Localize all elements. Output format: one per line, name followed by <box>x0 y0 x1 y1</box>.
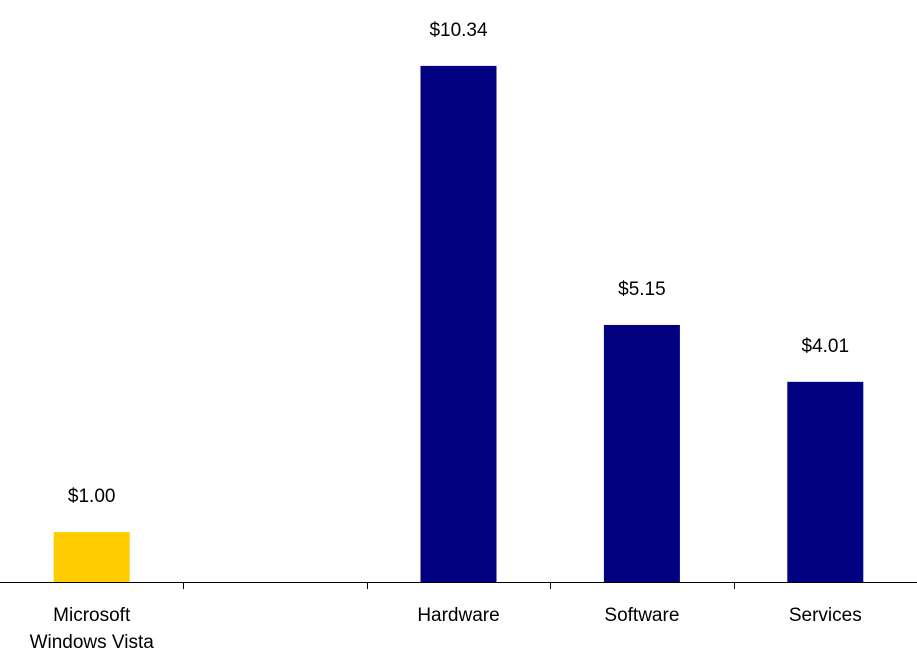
bars-group <box>53 65 864 583</box>
value-label-software: $5.15 <box>618 279 666 300</box>
category-labels-group: Microsoft Windows Vista Hardware Software Se… <box>30 605 862 653</box>
category-label-line: Services <box>789 605 862 626</box>
category-label-line: Software <box>604 605 679 626</box>
category-label-line: Microsoft <box>53 605 131 626</box>
bar-microsoft-windows-vista <box>53 532 130 582</box>
category-label-software: Software <box>604 605 679 626</box>
value-label-microsoft-windows-vista: $1.00 <box>68 486 116 507</box>
category-label-microsoft-windows-vista: Microsoft Windows Vista <box>30 605 155 653</box>
x-axis <box>0 582 917 589</box>
value-label-hardware: $10.34 <box>429 20 488 41</box>
value-labels-group: $1.00 $10.34 $5.15 $4.01 <box>68 20 849 507</box>
category-label-hardware: Hardware <box>417 605 499 626</box>
value-label-services: $4.01 <box>802 336 850 357</box>
category-label-line: Windows Vista <box>30 632 155 653</box>
category-label-line: Hardware <box>417 605 499 626</box>
bar-hardware <box>420 65 497 583</box>
bar-software <box>603 324 680 582</box>
bar-services <box>787 381 864 582</box>
category-label-services: Services <box>789 605 862 626</box>
